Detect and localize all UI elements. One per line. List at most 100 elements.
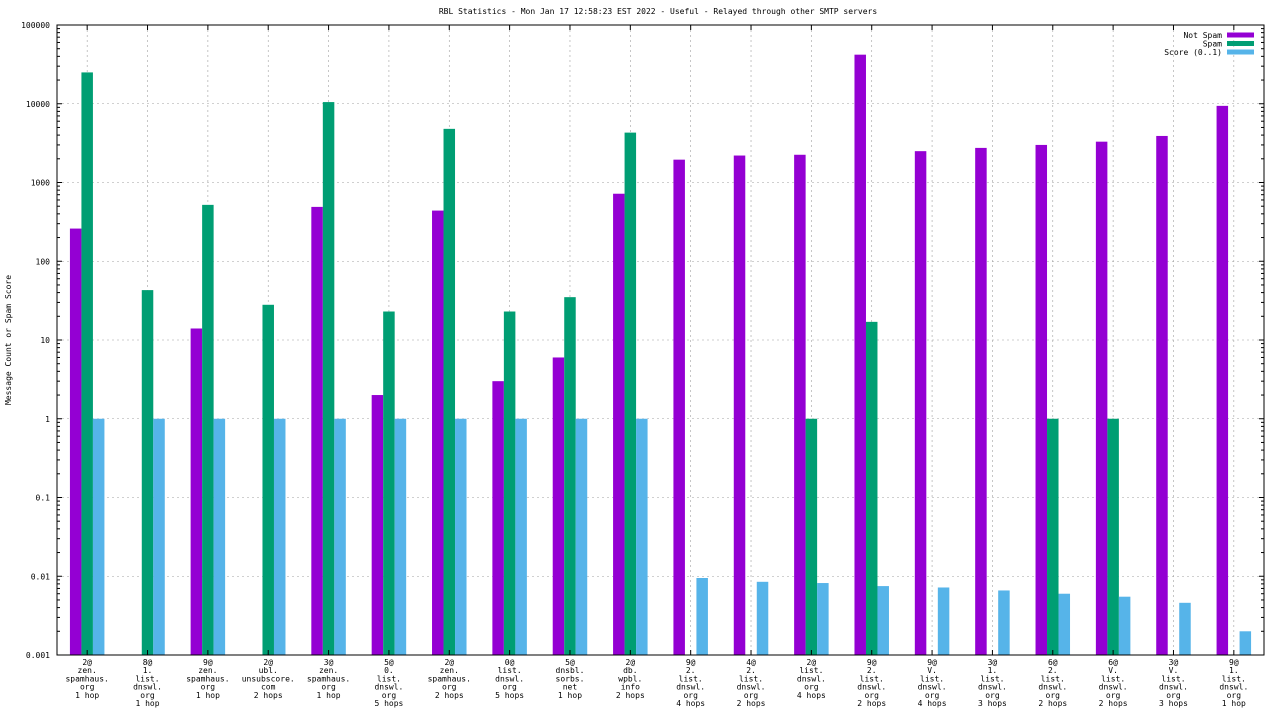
bar-score-0-1 [515, 418, 527, 655]
x-tick-label-line: 4 hops [918, 699, 947, 708]
x-tick-label-line: 3@ [988, 658, 998, 667]
y-tick-label: 100 [36, 257, 51, 266]
x-tick-label-line: dnswl. [676, 683, 705, 692]
x-tick-label-line: org [1046, 691, 1061, 700]
bar-spam [202, 204, 214, 655]
x-tick-label-line: spamhaus. [307, 674, 350, 683]
x-tick-label: 4@ 2. list. dnswl. org 2 hops [737, 658, 766, 708]
bar-score-0-1 [1118, 596, 1131, 655]
x-tick-label-line: list. [679, 674, 703, 683]
chart-title: RBL Statistics - Mon Jan 17 12:58:23 EST… [439, 7, 877, 16]
x-tick-label-line: 2@ [82, 658, 92, 667]
legend-swatch [1227, 41, 1254, 46]
x-tick-label-line: ubl. [259, 666, 278, 675]
y-tick-label: 10000 [26, 100, 50, 109]
x-tick-label-line: sorbs. [556, 674, 585, 683]
x-tick-label-line: list. [799, 666, 823, 675]
x-tick-label-line: dnswl. [374, 683, 403, 692]
x-tick-label: 2@ list. dnswl. org 4 hops [797, 658, 826, 700]
x-tick-label: 2@ ubl. unsubscore. com 2 hops [242, 658, 295, 700]
x-tick-label-line: dnswl. [495, 674, 524, 683]
x-tick-label-line: spamhaus. [428, 674, 471, 683]
x-tick-label: 5@ 0. list. dnswl. org 5 hops [374, 658, 403, 708]
bar-not-spam [1035, 144, 1048, 655]
x-tick-label-line: 9@ [203, 658, 213, 667]
x-tick-label-line: org [321, 683, 336, 692]
x-tick-label: 3@ zen. spamhaus. org 1 hop [307, 658, 350, 700]
legend-swatch [1227, 32, 1254, 38]
y-tick-label: 0.001 [26, 651, 50, 660]
x-tick-label-line: org [1227, 691, 1242, 700]
bar-not-spam [975, 147, 987, 655]
x-tick-label-line: org [140, 691, 155, 700]
x-tick-label: 9@ 2. list. dnswl. org 4 hops [676, 658, 705, 708]
x-tick-label-line: org [382, 691, 397, 700]
x-tick-label-line: org [683, 691, 698, 700]
x-tick-label-line: 2 hops [737, 699, 766, 708]
x-tick-label-line: org [1166, 691, 1181, 700]
x-tick-label-line: 1 hop [135, 699, 159, 708]
x-tick-label: 3@ 1. list. dnswl. org 3 hops [978, 658, 1007, 708]
bar-spam [1107, 418, 1119, 655]
bar-score-0-1 [877, 586, 889, 655]
bar-spam [564, 297, 576, 655]
x-tick-label-line: 2 hops [857, 699, 886, 708]
x-tick-label-line: dnswl. [918, 683, 947, 692]
x-tick-label: 9@ V. list. dnswl. org 4 hops [918, 658, 947, 708]
bar-spam [383, 311, 395, 655]
x-tick-label-line: list. [1041, 674, 1065, 683]
bar-not-spam [492, 381, 504, 655]
bar-score-0-1 [817, 583, 829, 655]
bar-not-spam [673, 159, 685, 655]
bar-score-0-1 [756, 581, 769, 655]
bar-not-spam [1156, 135, 1168, 655]
x-tick-label-line: 4@ [746, 658, 756, 667]
bar-score-0-1 [334, 418, 346, 655]
bar-spam [81, 72, 93, 655]
bar-spam [1047, 418, 1059, 655]
x-tick-label-line: 9@ [1229, 658, 1239, 667]
x-tick-label: 0@ list. dnswl. org 5 hops [495, 658, 524, 700]
x-tick-label-line: 9@ [867, 658, 877, 667]
x-tick-label-line: list. [920, 674, 944, 683]
x-tick-label-line: dnswl. [797, 674, 826, 683]
bar-not-spam [432, 210, 444, 655]
x-tick-label-line: list. [1222, 674, 1246, 683]
bar-not-spam [1216, 105, 1229, 655]
x-tick-label: 9@ zen. spamhaus. org 1 hop [186, 658, 229, 700]
x-tick-label-line: 4 hops [676, 699, 705, 708]
x-tick-label-line: 2. [867, 666, 877, 675]
x-tick-label-line: 2 hops [254, 691, 283, 700]
x-tick-label-line: org [502, 683, 517, 692]
x-tick-label-line: db. [623, 666, 637, 675]
bars [69, 54, 1252, 656]
legend-label: Spam [1203, 40, 1222, 49]
x-tick-label: 5@ dnsbl. sorbs. net 1 hop [556, 658, 585, 700]
x-tick-label: 3@ V. list. dnswl. org 3 hops [1159, 658, 1188, 708]
bar-spam [805, 418, 818, 655]
bar-spam [322, 102, 335, 655]
x-tick-label-line: dnsbl. [556, 666, 585, 675]
grid [57, 25, 1264, 655]
x-tick-label-line: net [563, 683, 578, 692]
x-tick-labels: 2@ zen. spamhaus. org 1 hop 8@ 1. list. dnswl. or… [65, 658, 1248, 708]
x-tick-label-line: 9@ [927, 658, 937, 667]
x-tick-label-line: 2 hops [1099, 699, 1128, 708]
x-tick-label-line: 3 hops [978, 699, 1007, 708]
bar-score-0-1 [636, 418, 648, 655]
x-tick-label: 8@ 1. list. dnswl. org 1 hop [133, 658, 162, 708]
x-tick-label: 6@ V. list. dnswl. org 2 hops [1099, 658, 1128, 708]
y-tick-label: 1000 [31, 179, 50, 188]
x-tick-label-line: org [985, 691, 1000, 700]
x-tick-label: 2@ zen. spamhaus. org 1 hop [65, 658, 108, 700]
x-tick-label-line: dnswl. [133, 683, 162, 692]
x-tick-label-line: org [864, 691, 879, 700]
x-tick-label-line: list. [1101, 674, 1125, 683]
x-tick-label-line: 1 hop [1222, 699, 1246, 708]
x-tick-label-line: 1 hop [75, 691, 99, 700]
bar-score-0-1 [998, 590, 1010, 655]
x-tick-label: 9@ 1. list. dnswl. org 1 hop [1219, 658, 1248, 708]
bar-not-spam [794, 154, 806, 655]
bar-score-0-1 [937, 587, 950, 655]
y-tick-label: 0.01 [31, 572, 50, 581]
